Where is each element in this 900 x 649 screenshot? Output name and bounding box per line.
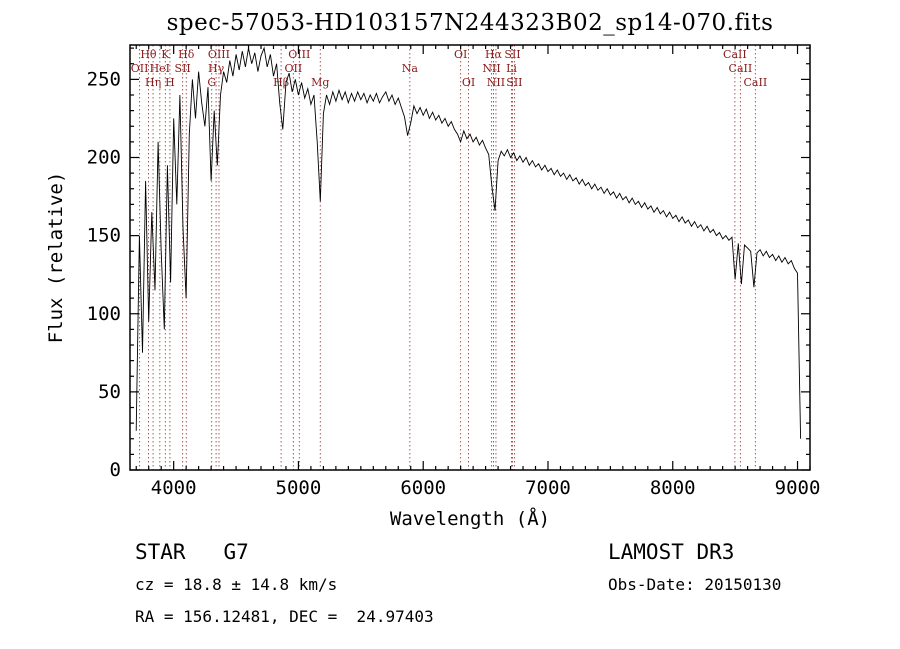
- x-tick-label: 4000: [151, 477, 197, 499]
- spectral-line-label: Hθ: [140, 48, 157, 61]
- x-tick-label: 7000: [525, 477, 571, 499]
- spectral-line-label: OI: [454, 48, 467, 61]
- survey-text: LAMOST DR3: [608, 540, 735, 564]
- spectral-line-label: OI: [462, 76, 475, 89]
- spectral-line-label: G: [207, 76, 216, 89]
- spectral-line-label: CaII: [729, 62, 753, 75]
- y-tick-label: 0: [110, 459, 121, 481]
- spectral-line-label: SII: [504, 48, 520, 61]
- x-tick-label: 9000: [775, 477, 821, 499]
- cz-text: cz = 18.8 ± 14.8 km/s: [135, 575, 338, 594]
- spectral-line-label: CaII: [723, 48, 747, 61]
- x-tick-label: 5000: [276, 477, 322, 499]
- spectrum-line: [135, 46, 802, 439]
- spectral-line-label: CaII: [744, 76, 768, 89]
- spectral-line-label: Hα: [485, 48, 503, 61]
- y-tick-label: 100: [87, 303, 121, 325]
- plot-frame: [129, 44, 811, 471]
- y-tick-label: 250: [87, 68, 121, 90]
- y-axis-label: Flux (relative): [45, 172, 67, 344]
- spectral-line-label: Hβ: [273, 76, 289, 89]
- spectral-line-label: H: [165, 76, 175, 89]
- spectral-line-label: Hγ: [208, 62, 225, 75]
- spectral-line-label: Mg: [311, 76, 329, 89]
- spectral-line-label: OIII: [208, 48, 230, 61]
- spectral-line-label: SII: [506, 76, 522, 89]
- spectrum-chart: OIIHθHηHeIKHSIIHδGHγOIIIHβOIIOIIIMgNaOIO…: [45, 44, 821, 530]
- x-axis-label: Wavelength (Å): [390, 507, 550, 530]
- y-tick-label: 200: [87, 147, 121, 169]
- y-tick-label: 150: [87, 225, 121, 247]
- obsdate-text: Obs-Date: 20150130: [608, 575, 782, 594]
- x-tick-label: 6000: [400, 477, 446, 499]
- chart-title: spec-57053-HD103157N244323B02_sp14-070.f…: [166, 10, 774, 36]
- spectral-line-label: Hη: [145, 76, 161, 89]
- spectral-line-label: K: [161, 48, 170, 61]
- radec-text: RA = 156.12481, DEC = 24.97403: [135, 607, 434, 626]
- spectral-line-label: NII: [482, 62, 500, 75]
- x-tick-label: 8000: [650, 477, 696, 499]
- spectral-line-label: OII: [284, 62, 302, 75]
- classification-text: STAR G7: [135, 540, 249, 564]
- spectral-line-label: Hδ: [178, 48, 195, 61]
- spectral-line-label: NII: [487, 76, 505, 89]
- spectral-line-label: SII: [175, 62, 191, 75]
- spectral-line-label: Na: [402, 62, 419, 75]
- spectral-line-label: OII: [131, 62, 149, 75]
- y-tick-label: 50: [98, 381, 121, 403]
- spectral-line-label: OIII: [288, 48, 310, 61]
- spectral-line-label: HeI: [150, 62, 170, 75]
- spectral-line-label: Li: [506, 62, 517, 75]
